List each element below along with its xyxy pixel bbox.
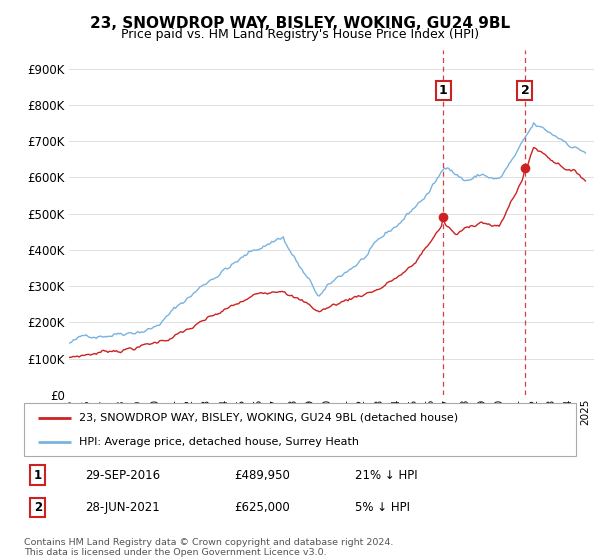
Text: HPI: Average price, detached house, Surrey Heath: HPI: Average price, detached house, Surr… bbox=[79, 437, 359, 447]
FancyBboxPatch shape bbox=[24, 403, 576, 456]
Text: Contains HM Land Registry data © Crown copyright and database right 2024.
This d: Contains HM Land Registry data © Crown c… bbox=[24, 538, 394, 557]
Text: 21% ↓ HPI: 21% ↓ HPI bbox=[355, 469, 418, 482]
Text: 2: 2 bbox=[34, 501, 42, 514]
Text: 1: 1 bbox=[34, 469, 42, 482]
Text: 28-JUN-2021: 28-JUN-2021 bbox=[85, 501, 160, 514]
Text: 1: 1 bbox=[439, 84, 448, 97]
Text: 29-SEP-2016: 29-SEP-2016 bbox=[85, 469, 160, 482]
Text: 23, SNOWDROP WAY, BISLEY, WOKING, GU24 9BL (detached house): 23, SNOWDROP WAY, BISLEY, WOKING, GU24 9… bbox=[79, 413, 458, 423]
Text: £489,950: £489,950 bbox=[234, 469, 290, 482]
Text: 5% ↓ HPI: 5% ↓ HPI bbox=[355, 501, 410, 514]
Text: 2: 2 bbox=[521, 84, 529, 97]
Text: £625,000: £625,000 bbox=[234, 501, 290, 514]
Text: 23, SNOWDROP WAY, BISLEY, WOKING, GU24 9BL: 23, SNOWDROP WAY, BISLEY, WOKING, GU24 9… bbox=[90, 16, 510, 31]
Text: Price paid vs. HM Land Registry's House Price Index (HPI): Price paid vs. HM Land Registry's House … bbox=[121, 28, 479, 41]
